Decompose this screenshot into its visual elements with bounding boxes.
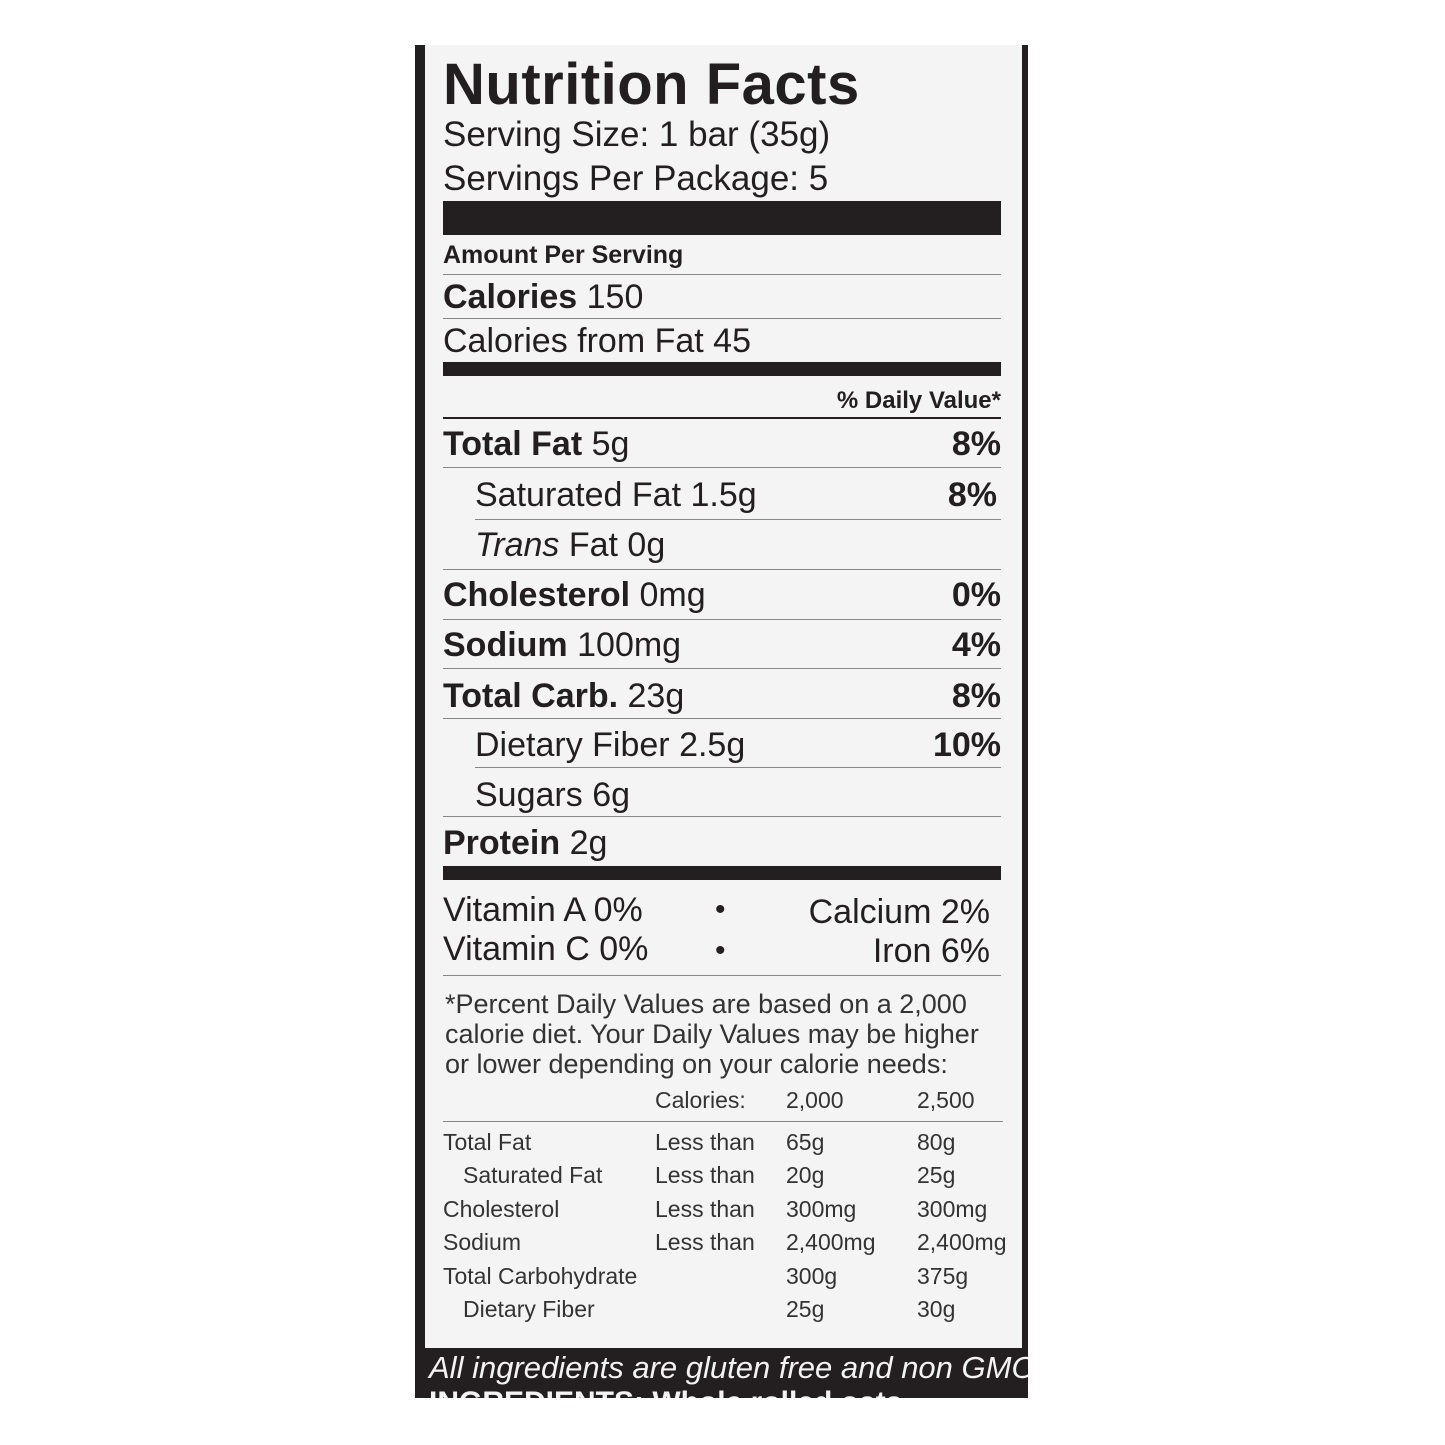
dv-table-cell: Less than: [655, 1195, 755, 1222]
nutrient-amount: 5g: [591, 425, 630, 463]
dv-table-header: Calories:: [655, 1087, 746, 1113]
calories-label: Calories: [443, 278, 578, 316]
nutrient-protein: Protein 2g: [443, 825, 1001, 861]
dv-table-cell: Less than: [655, 1162, 755, 1189]
nutrient-sodium: Sodium 100mg 4%: [443, 627, 1001, 663]
nutrient-amount: 2.5g: [679, 726, 746, 764]
dv-table-cell: 2,400mg: [917, 1229, 1007, 1256]
calories-row: Calories 150: [443, 278, 643, 316]
divider: [443, 467, 1001, 468]
nutrient-amount: 1.5g: [690, 476, 757, 514]
daily-value-header: % Daily Value*: [836, 387, 1001, 414]
gluten-note: All ingredients are gluten free and non …: [429, 1350, 1028, 1385]
nutrient-label: Trans: [475, 526, 560, 564]
nutrient-label: Sodium: [443, 626, 568, 664]
vitamin-c: Vitamin C 0%: [443, 930, 649, 968]
vitamin-a: Vitamin A 0%: [443, 891, 643, 929]
dv-table-cell: 65g: [786, 1129, 825, 1155]
divider: [443, 1121, 1003, 1122]
dv-table-cell: 80g: [917, 1129, 956, 1155]
nutrient-dv: 8%: [947, 476, 997, 514]
divider: [443, 318, 1001, 319]
dv-table-cell: 30g: [917, 1296, 956, 1322]
divider: [443, 718, 1001, 719]
thick-divider: [443, 362, 1001, 376]
footnote-line: calorie diet. Your Daily Values may be h…: [445, 1019, 979, 1049]
dv-table-cell: 300mg: [917, 1195, 988, 1222]
divider: [443, 668, 1001, 669]
calories-from-fat: Calories from Fat 45: [443, 322, 751, 360]
serving-size: Serving Size: 1 bar (35g): [443, 115, 831, 154]
nutrient-dv: 0%: [951, 576, 1001, 614]
dv-table-cell: 2,400mg: [786, 1229, 876, 1256]
divider: [475, 519, 1001, 520]
dv-table-cell: 25g: [917, 1162, 956, 1189]
nutrient-label: Sugars: [475, 776, 583, 814]
dv-table-cell: Less than: [655, 1229, 755, 1256]
calcium: Calcium 2%: [808, 893, 990, 931]
dv-table-cell: Less than: [655, 1129, 755, 1155]
nutrient-saturated-fat: Saturated Fat 1.5g 8%: [475, 477, 1001, 513]
nutrient-dv: 4%: [951, 626, 1001, 664]
divider: [443, 569, 1001, 570]
nutrient-label: Dietary Fiber: [475, 726, 670, 764]
nutrient-dv: 8%: [951, 677, 1001, 715]
dv-table-nutrient: Cholesterol: [443, 1195, 560, 1222]
thick-divider: [443, 866, 1001, 880]
nutrition-label: Nutrition Facts Serving Size: 1 bar (35g…: [415, 45, 1028, 1398]
nutrient-cholesterol: Cholesterol 0mg 0%: [443, 577, 1001, 613]
nutrient-dv: 8%: [951, 425, 1001, 463]
nutrient-total-carb: Total Carb. 23g 8%: [443, 678, 1001, 714]
amount-per-serving: Amount Per Serving: [443, 241, 684, 269]
bullet: •: [715, 934, 726, 967]
thick-divider: [443, 201, 1001, 235]
nutrient-label: Protein: [443, 824, 561, 862]
dv-table-nutrient: Sodium: [443, 1229, 521, 1256]
dv-table-cell: 300mg: [786, 1195, 857, 1222]
dv-table-header: 2,500: [917, 1087, 975, 1113]
nutrient-label: Cholesterol: [443, 576, 631, 614]
dv-table-nutrient: Dietary Fiber: [463, 1296, 595, 1322]
divider: [443, 619, 1001, 620]
dv-table-header: 2,000: [786, 1087, 844, 1113]
divider: [443, 816, 1001, 817]
divider: [443, 417, 1001, 419]
ingredients-text: INGREDIENTS: Whole rolled oats: [429, 1386, 902, 1398]
servings-per-package: Servings Per Package: 5: [443, 159, 829, 198]
nutrient-amount: 6g: [592, 776, 631, 814]
nutrition-panel: Nutrition Facts Serving Size: 1 bar (35g…: [425, 45, 1022, 1348]
nutrient-sugars: Sugars 6g: [475, 777, 1001, 813]
nutrient-amount: 0mg: [639, 576, 706, 614]
nutrient-amount: 23g: [627, 677, 685, 715]
nutrient-label: Total Fat: [443, 425, 583, 463]
dv-table-nutrient: Total Carbohydrate: [443, 1262, 638, 1289]
nutrient-amount: 100mg: [577, 626, 682, 664]
nutrient-trans-fat: Trans Fat 0g: [475, 527, 1001, 563]
dv-table-nutrient: Total Fat: [443, 1129, 532, 1155]
nutrient-total-fat: Total Fat 5g 8%: [443, 426, 1001, 462]
title: Nutrition Facts: [443, 52, 860, 117]
iron: Iron 6%: [872, 932, 990, 970]
nutrient-amount: 2g: [569, 824, 608, 862]
divider: [475, 767, 1001, 768]
bullet: •: [715, 893, 726, 926]
footnote-line: or lower depending on your calorie needs…: [445, 1049, 948, 1079]
nutrient-label: Total Carb.: [443, 677, 619, 715]
calories-value: 150: [586, 278, 644, 316]
footnote-line: *Percent Daily Values are based on a 2,0…: [445, 989, 967, 1019]
allergen-band: All ingredients are gluten free and non …: [415, 1348, 1028, 1398]
nutrient-amount: Fat 0g: [568, 526, 666, 564]
nutrient-label: Saturated Fat: [475, 476, 682, 514]
dv-table-nutrient: Saturated Fat: [463, 1162, 603, 1189]
divider: [443, 274, 1001, 275]
nutrient-dietary-fiber: Dietary Fiber 2.5g 10%: [475, 727, 1001, 763]
divider: [443, 975, 1001, 976]
dv-table-cell: 300g: [786, 1262, 838, 1289]
nutrient-dv: 10%: [932, 726, 1001, 764]
dv-table-cell: 375g: [917, 1262, 969, 1289]
dv-table-cell: 20g: [786, 1162, 825, 1189]
dv-table-cell: 25g: [786, 1296, 825, 1322]
